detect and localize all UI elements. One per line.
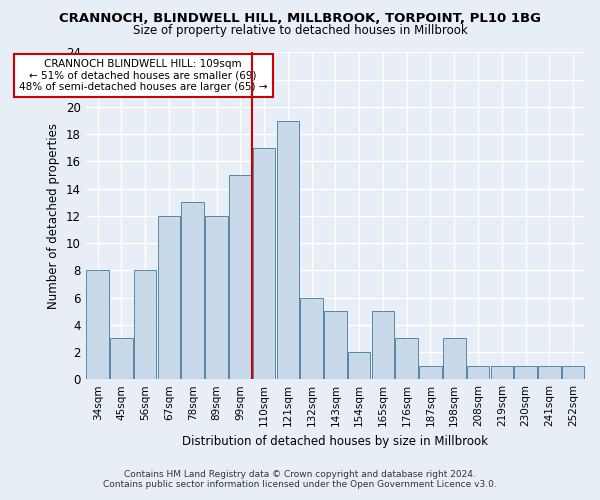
Y-axis label: Number of detached properties: Number of detached properties xyxy=(47,123,61,309)
Bar xyxy=(86,270,109,379)
Bar xyxy=(395,338,418,379)
Bar xyxy=(371,311,394,379)
Bar xyxy=(277,120,299,379)
Bar xyxy=(158,216,180,379)
Text: Contains HM Land Registry data © Crown copyright and database right 2024.
Contai: Contains HM Land Registry data © Crown c… xyxy=(103,470,497,489)
Bar xyxy=(324,311,347,379)
Bar xyxy=(443,338,466,379)
Text: CRANNOCH BLINDWELL HILL: 109sqm
← 51% of detached houses are smaller (69)
48% of: CRANNOCH BLINDWELL HILL: 109sqm ← 51% of… xyxy=(19,59,268,92)
Bar xyxy=(491,366,513,379)
Text: Size of property relative to detached houses in Millbrook: Size of property relative to detached ho… xyxy=(133,24,467,37)
Bar xyxy=(181,202,204,379)
Bar xyxy=(229,175,251,379)
Bar xyxy=(467,366,490,379)
Bar xyxy=(253,148,275,379)
Bar xyxy=(205,216,228,379)
Bar xyxy=(419,366,442,379)
Bar xyxy=(110,338,133,379)
Bar xyxy=(301,298,323,379)
X-axis label: Distribution of detached houses by size in Millbrook: Distribution of detached houses by size … xyxy=(182,434,488,448)
Bar xyxy=(348,352,370,379)
Text: CRANNOCH, BLINDWELL HILL, MILLBROOK, TORPOINT, PL10 1BG: CRANNOCH, BLINDWELL HILL, MILLBROOK, TOR… xyxy=(59,12,541,26)
Bar xyxy=(514,366,537,379)
Bar xyxy=(562,366,584,379)
Bar xyxy=(538,366,560,379)
Bar xyxy=(134,270,157,379)
